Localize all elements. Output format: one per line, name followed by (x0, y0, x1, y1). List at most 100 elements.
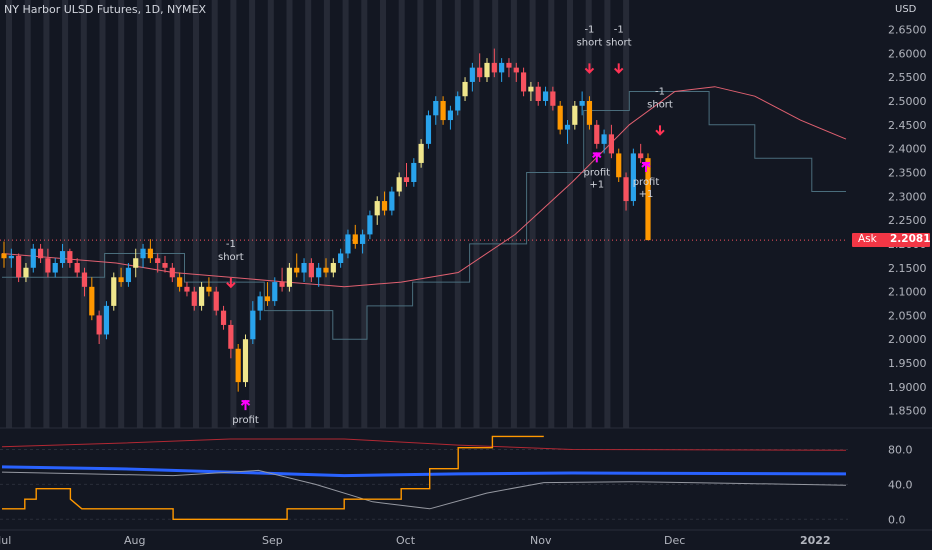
indicator-tick-label: 0.0 (888, 513, 906, 526)
candle-body (433, 101, 439, 116)
trailing-stop-line (2, 91, 846, 340)
session-band (380, 0, 386, 428)
indicator-tick-label: 80.0 (888, 443, 913, 456)
candle-body (528, 86, 534, 92)
short-arrow (226, 277, 236, 289)
candle-body (601, 134, 607, 144)
candle-body (16, 255, 22, 278)
session-band (211, 0, 218, 428)
candle-body (396, 177, 402, 192)
y-tick-label: 2.2500 (888, 214, 927, 227)
session-band (305, 0, 312, 428)
candle-body (330, 263, 336, 273)
session-band (585, 0, 592, 428)
session-band (43, 0, 50, 428)
session-band (623, 0, 630, 428)
session-band (155, 0, 162, 428)
y-tick-label: 2.3000 (888, 190, 927, 203)
y-tick-label: 1.8500 (888, 405, 927, 418)
candle-body (484, 62, 490, 78)
candle-body (228, 324, 234, 349)
candle-body (103, 305, 110, 335)
candle-body (389, 191, 395, 211)
signal-label: -1 (584, 24, 594, 35)
indicator-tick-label: 40.0 (888, 478, 913, 491)
candle-body (133, 258, 139, 268)
profit-arrow (592, 151, 602, 163)
candle-body (45, 258, 51, 273)
candle-body (125, 267, 132, 283)
candle-body (111, 277, 117, 306)
candle-body (147, 248, 153, 259)
y-tick-label: 2.0500 (888, 309, 927, 322)
session-band (510, 0, 517, 428)
session-band (398, 0, 405, 428)
signal-label: short (647, 99, 673, 110)
y-tick-label: 2.6000 (888, 47, 927, 60)
x-tick-label: Nov (530, 534, 552, 547)
candle-body (374, 201, 380, 216)
ask-value: 2.2081 (890, 233, 931, 245)
candle-body (425, 115, 432, 144)
session-band (193, 0, 199, 428)
x-tick-label: Oct (396, 534, 416, 547)
signal-label: short (577, 37, 603, 48)
session-band (567, 0, 573, 428)
candle-body (118, 277, 124, 283)
candle-body (191, 291, 197, 306)
currency-label: USD (895, 4, 917, 15)
session-band (286, 0, 293, 428)
chart-title: NY Harbor ULSD Futures, 1D, NYMEX (4, 3, 206, 16)
session-band (548, 0, 555, 428)
candle-body (74, 263, 80, 273)
candle-body (235, 348, 241, 383)
profit-arrow (240, 399, 251, 411)
candle-body (403, 177, 410, 182)
indicator-series-2 (1, 469, 847, 510)
session-band (417, 0, 424, 428)
candle-body (491, 62, 497, 73)
session-band (454, 0, 461, 428)
profit-arrow (641, 161, 651, 172)
candle-body (594, 124, 600, 144)
y-tick-label: 2.4500 (888, 119, 927, 132)
candle-body (169, 267, 175, 278)
short-arrow (584, 63, 595, 74)
candle-body (462, 81, 468, 97)
candle-body (630, 153, 636, 202)
candle-body (81, 272, 88, 287)
y-tick-label: 2.1500 (888, 262, 927, 275)
candle-body (338, 253, 344, 263)
session-band (99, 0, 106, 428)
candle-body (37, 248, 44, 259)
candle-body (89, 286, 95, 316)
overlay-lines (1, 86, 847, 340)
session-band (62, 0, 69, 428)
indicator-series-3 (2, 435, 544, 520)
ask-price-badge: Ask 2.2081 (852, 233, 931, 247)
candle-body (440, 101, 446, 121)
candle-body (198, 286, 205, 306)
session-band (267, 0, 274, 428)
candle-body (542, 91, 549, 101)
candle-body (96, 315, 102, 335)
candle-body (638, 153, 644, 159)
candle-body (469, 67, 475, 82)
candle-body (477, 67, 483, 78)
candle-body (564, 124, 571, 130)
candle-body (623, 177, 629, 202)
candle-body (345, 234, 351, 254)
signal-label: +1 (589, 179, 604, 190)
session-band (118, 0, 125, 428)
candle-body (381, 201, 388, 211)
candle-body (264, 296, 271, 302)
session-bands (6, 0, 630, 428)
x-tick-label: Sep (262, 534, 283, 547)
y-tick-label: 2.5000 (888, 95, 927, 108)
session-band (492, 0, 499, 428)
candle-body (213, 291, 219, 311)
candle-body (140, 248, 146, 259)
signal-label: short (606, 37, 632, 48)
